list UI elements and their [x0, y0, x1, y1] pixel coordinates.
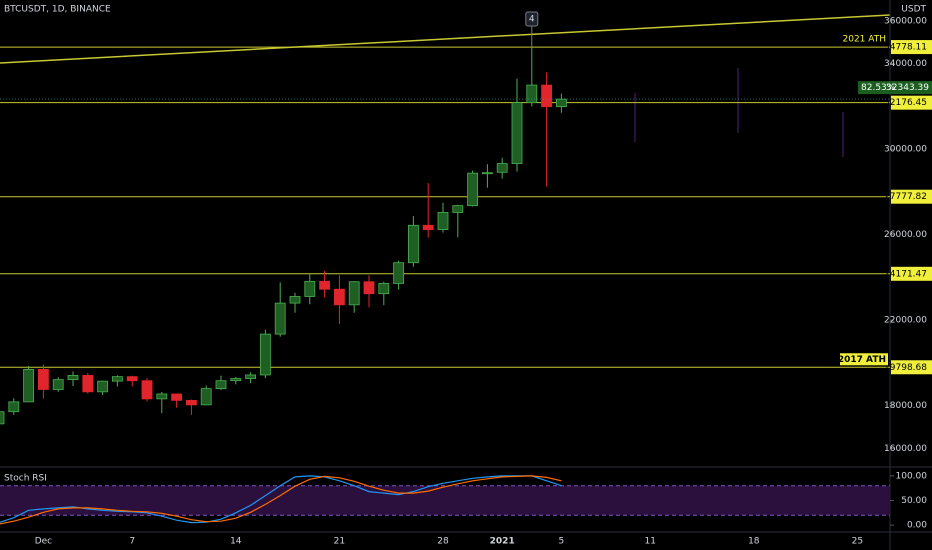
candle-body [97, 380, 108, 393]
level-box [891, 189, 932, 204]
indicator-tick-label: 50.00 [901, 496, 927, 506]
x-tick-label: 14 [230, 537, 242, 547]
candle-body [378, 283, 390, 295]
level-label: 19798.68 [884, 363, 927, 373]
indicator-line [0, 475, 562, 524]
x-tick-label: 5 [559, 537, 565, 547]
change-label: 82.53% [861, 83, 896, 93]
currency: USDT [901, 5, 926, 15]
candle-body [289, 296, 301, 304]
level-name-box [840, 353, 888, 366]
candle-body [452, 205, 464, 213]
level-name: 2017 ATH [838, 355, 886, 365]
candle-body [259, 333, 271, 376]
level-label: 34778.11 [884, 43, 927, 53]
candle-body [496, 163, 508, 173]
candle-body [422, 224, 434, 230]
candle-body [437, 212, 449, 230]
candle-body [467, 172, 479, 207]
candle-body [141, 380, 153, 400]
level-label: 27777.82 [884, 192, 927, 202]
x-tick-label: 18 [748, 537, 760, 547]
annotation: 4 [529, 15, 535, 25]
y-tick-label: 36000.00 [884, 16, 927, 26]
level-box [891, 95, 932, 110]
indicator-tick-label: 100.00 [896, 471, 928, 481]
candle-body [407, 224, 419, 264]
candle-body [333, 288, 345, 306]
y-tick-label: 26000.00 [884, 230, 927, 240]
indicator-tick-label: 0.00 [907, 521, 927, 531]
candle-body [67, 374, 79, 381]
candle-body [511, 102, 523, 164]
x-tick-label: 11 [644, 537, 655, 547]
candle-body [0, 411, 5, 425]
indicator-line [0, 475, 562, 525]
y-tick-label: 16000.00 [884, 444, 927, 454]
last-price-label: 32343.39 [886, 83, 929, 93]
last-price-box [858, 81, 932, 95]
level-name: 2021 ATH [843, 35, 887, 45]
candle-body [52, 379, 64, 390]
y-tick-label: 18000.00 [884, 401, 927, 411]
level-label: 24171.47 [884, 269, 927, 279]
candle-body [245, 374, 257, 379]
level-box [891, 360, 932, 375]
level-box [891, 40, 932, 55]
candle-body [112, 376, 123, 382]
candle-body [274, 302, 286, 335]
candle-body [126, 376, 138, 382]
candle-body [215, 380, 227, 390]
candle-body [38, 368, 49, 390]
x-tick-label: Dec [35, 537, 52, 547]
candle-body [8, 401, 20, 413]
level-label: 32176.45 [884, 98, 927, 108]
candle-body [393, 262, 405, 284]
candle-body [319, 280, 331, 290]
indicator-name: Stoch RSI [4, 474, 47, 484]
x-tick-label: 2021 [490, 537, 515, 547]
x-tick-label: 21 [334, 537, 345, 547]
candle-body [185, 399, 197, 406]
x-tick-label: 28 [437, 537, 449, 547]
y-tick-label: 22000.00 [884, 316, 927, 326]
level-box [891, 266, 932, 281]
y-tick-label: 34000.00 [884, 59, 927, 69]
candle-body [171, 393, 183, 401]
x-tick-label: 25 [852, 537, 863, 547]
candle-body [230, 378, 242, 382]
candle-body [200, 388, 212, 406]
y-tick-label: 30000.00 [884, 145, 927, 155]
candle-body [481, 172, 493, 175]
candle-body [363, 281, 375, 295]
candle-body [82, 374, 94, 393]
x-tick-label: 7 [129, 537, 135, 547]
candle-body [304, 280, 316, 297]
candle-body [526, 84, 538, 104]
trendline [0, 14, 891, 64]
candle-body [556, 98, 567, 108]
indicator-band [0, 485, 890, 516]
candle-body [156, 393, 168, 400]
candle-body [23, 368, 35, 403]
candle-body [541, 84, 552, 108]
chart-title: BTCUSDT, 1D, BINANCE [4, 5, 111, 15]
candle-body [348, 281, 360, 306]
